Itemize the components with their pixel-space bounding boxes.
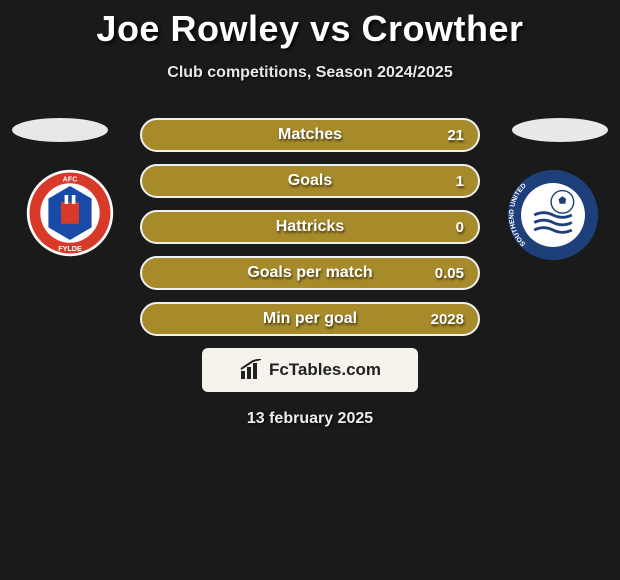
stat-row-matches: Matches 21 <box>140 118 480 152</box>
left-player-marker <box>12 118 108 142</box>
chart-icon <box>239 359 265 381</box>
stat-row-min-per-goal: Min per goal 2028 <box>140 302 480 336</box>
comparison-container: AFC FYLDE SOUTHEND UNITED Matches 21 Goa… <box>0 118 620 428</box>
stat-value: 2028 <box>431 311 464 328</box>
stat-label: Min per goal <box>263 310 357 328</box>
stat-label: Hattricks <box>276 218 344 236</box>
date-text: 13 february 2025 <box>0 410 620 428</box>
page-title: Joe Rowley vs Crowther <box>0 0 620 50</box>
stat-value: 0.05 <box>435 265 464 282</box>
stat-row-hattricks: Hattricks 0 <box>140 210 480 244</box>
right-player-marker <box>512 118 608 142</box>
svg-text:FYLDE: FYLDE <box>58 244 82 253</box>
stat-row-goals: Goals 1 <box>140 164 480 198</box>
stat-value: 0 <box>456 219 464 236</box>
stats-list: Matches 21 Goals 1 Hattricks 0 Goals per… <box>140 118 480 336</box>
branding-text: FcTables.com <box>269 360 381 380</box>
stat-label: Matches <box>278 126 342 144</box>
branding-badge: FcTables.com <box>202 348 418 392</box>
left-club-logo: AFC FYLDE <box>25 168 115 258</box>
stat-label: Goals per match <box>247 264 372 282</box>
stat-row-goals-per-match: Goals per match 0.05 <box>140 256 480 290</box>
stat-value: 21 <box>447 127 464 144</box>
subtitle: Club competitions, Season 2024/2025 <box>0 64 620 82</box>
stat-label: Goals <box>288 172 332 190</box>
right-club-logo: SOUTHEND UNITED <box>506 168 600 262</box>
stat-value: 1 <box>456 173 464 190</box>
svg-text:AFC: AFC <box>63 175 78 184</box>
